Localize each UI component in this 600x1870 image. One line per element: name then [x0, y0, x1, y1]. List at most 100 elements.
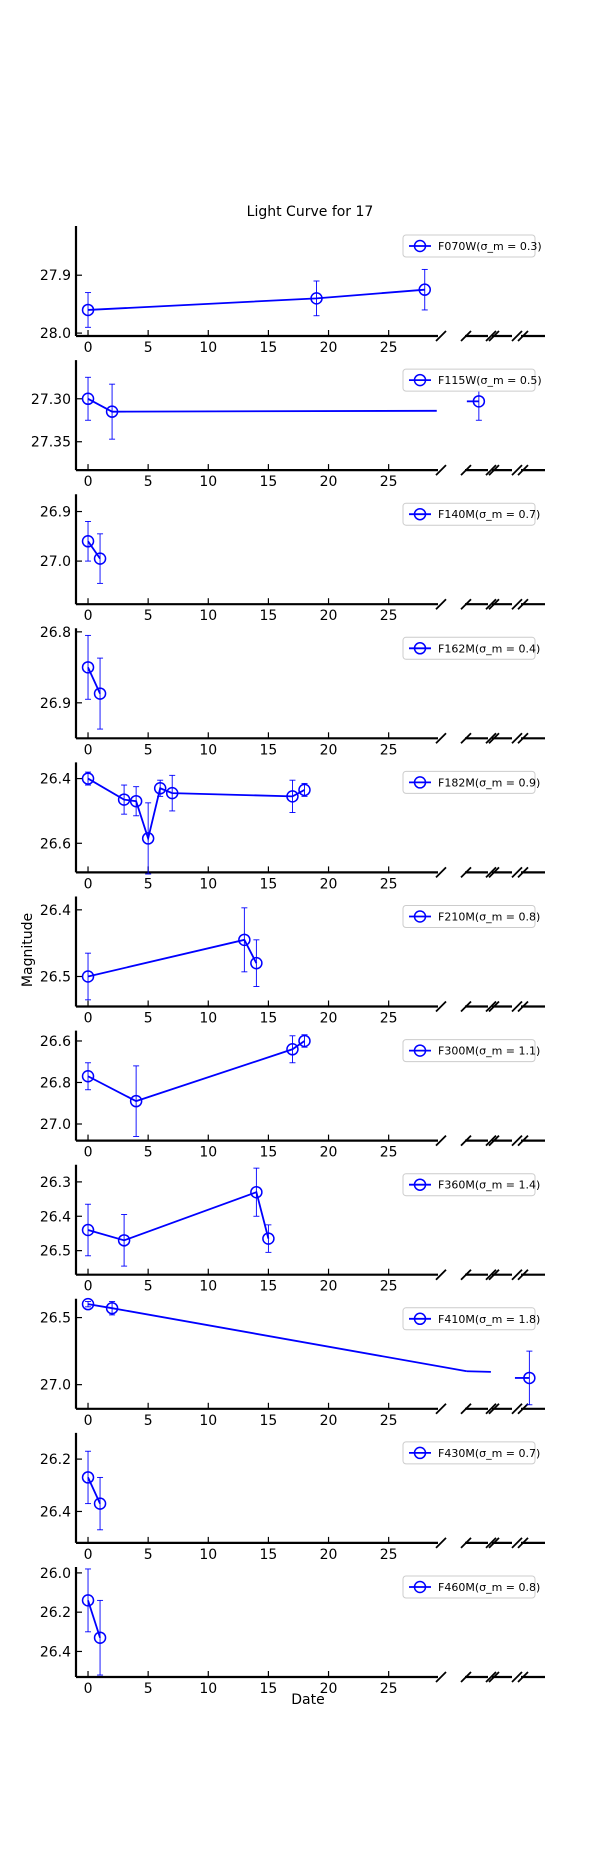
x-tick-label: 10 — [199, 608, 217, 624]
x-tick-label: 20 — [320, 1547, 338, 1563]
data-point — [310, 292, 323, 305]
x-tick-label: 20 — [320, 1279, 338, 1295]
x-tick-label: 15 — [259, 1279, 277, 1295]
x-tick-label: 10 — [199, 474, 217, 490]
axis-break-marker — [517, 1537, 529, 1549]
x-tick-label: 5 — [144, 1681, 153, 1697]
x-tick-label: 0 — [84, 742, 93, 758]
data-point — [418, 283, 431, 296]
data-point — [250, 1185, 263, 1199]
axis-break-marker — [517, 1000, 529, 1013]
panel-f300m: 0 5 10 15 20 25 26.6 26.8 27.0 F300M(σ_m = 1.1) — [40, 1030, 545, 1161]
data-point — [129, 1094, 143, 1108]
legend-label: F162M(σ_m = 0.4) — [438, 642, 540, 655]
y-axis-label: Magnitude — [20, 913, 36, 987]
x-tick-label: 25 — [380, 1145, 398, 1161]
y-tick-label: 26.0 — [40, 1566, 71, 1582]
y-tick-label: 26.4 — [40, 772, 71, 788]
axis-break-marker — [485, 598, 497, 610]
x-tick-label: 10 — [199, 1547, 217, 1563]
x-tick-label: 20 — [320, 340, 338, 356]
data-point — [117, 793, 131, 806]
x-tick-label: 25 — [380, 1547, 398, 1563]
data-point — [472, 395, 486, 408]
axis-break-marker — [435, 866, 447, 879]
axis-break-marker — [511, 598, 523, 610]
x-tick-label: 5 — [144, 1547, 153, 1563]
axis-break-marker — [435, 330, 447, 342]
data-point — [81, 1223, 95, 1237]
x-tick-label: 15 — [259, 474, 277, 490]
axis-break-marker — [460, 1671, 472, 1683]
x-tick-label: 10 — [199, 876, 217, 892]
y-tick-label: 26.6 — [40, 836, 71, 852]
axis-break-marker — [511, 1269, 523, 1281]
axis-break-marker — [435, 1537, 447, 1549]
legend-box — [402, 1575, 536, 1599]
x-tick-label: 25 — [380, 876, 398, 892]
axis-break-marker — [460, 1537, 472, 1549]
axis-break-marker — [517, 330, 529, 342]
figure-title: Light Curve for 17 — [247, 204, 374, 220]
x-tick-label: 5 — [144, 608, 153, 624]
legend-marker — [413, 776, 427, 789]
series-line — [87, 1477, 101, 1504]
x-tick-label: 20 — [320, 1011, 338, 1027]
axis-break-marker — [488, 598, 500, 610]
data-point — [117, 1234, 131, 1247]
x-tick-label: 0 — [84, 474, 93, 490]
axis-break-marker — [460, 1403, 472, 1415]
x-tick-label: 0 — [84, 1413, 93, 1429]
x-tick-label: 0 — [84, 1681, 93, 1697]
y-tick-label: 27.0 — [40, 1117, 71, 1133]
legend-box — [402, 1173, 536, 1197]
legend-marker — [413, 1044, 427, 1057]
data-point — [81, 970, 95, 983]
axis-break-marker — [488, 1671, 500, 1683]
data-point — [286, 790, 299, 803]
data-point — [81, 1297, 95, 1311]
x-tick-label: 20 — [320, 1413, 338, 1429]
y-tick-label: 26.4 — [40, 1209, 71, 1225]
axis-break-marker — [511, 330, 523, 342]
x-tick-label: 25 — [380, 1011, 398, 1027]
axis-break-marker — [485, 1134, 497, 1147]
data-point — [81, 1594, 95, 1607]
axis-break-marker — [488, 464, 500, 476]
x-tick-label: 0 — [84, 876, 93, 892]
data-point — [523, 1371, 536, 1385]
data-point — [93, 1631, 107, 1644]
x-tick-label: 0 — [84, 340, 93, 356]
axis-break-marker — [435, 1134, 447, 1147]
x-tick-label: 0 — [84, 1011, 93, 1027]
y-tick-label: 26.4 — [40, 1644, 71, 1660]
data-point — [81, 535, 95, 548]
x-tick-label: 10 — [199, 1011, 217, 1027]
axis-break-marker — [485, 732, 497, 744]
axis-break-marker — [488, 1269, 500, 1281]
axis-break-marker — [460, 1134, 472, 1147]
axis-break-marker — [511, 732, 523, 744]
y-tick-label: 28.0 — [40, 326, 71, 342]
x-tick-label: 5 — [144, 1145, 153, 1161]
series-line — [87, 288, 425, 311]
axis-break-marker — [485, 1537, 497, 1549]
x-tick-label: 5 — [144, 742, 153, 758]
x-tick-label: 25 — [380, 340, 398, 356]
data-point — [262, 1232, 275, 1245]
y-tick-label: 26.2 — [40, 1605, 71, 1621]
y-tick-label: 27.0 — [40, 554, 71, 570]
legend-box — [402, 905, 536, 928]
axis-break-marker — [485, 1269, 497, 1281]
legend-label: F460M(σ_m = 0.8) — [438, 1581, 540, 1594]
data-point — [81, 1471, 95, 1484]
axis-break-marker — [517, 866, 529, 879]
axis-break-marker — [485, 464, 497, 476]
y-tick-label: 27.30 — [31, 392, 71, 408]
axis-break-marker — [435, 1403, 447, 1415]
panel-f460m: 0 5 10 15 20 25 26.0 26.2 26.4 F460M(σ_m = 0.8) — [40, 1566, 545, 1697]
series-line — [87, 777, 305, 842]
x-tick-label: 15 — [259, 876, 277, 892]
legend-box — [402, 1441, 536, 1465]
axis-break-marker — [460, 1000, 472, 1013]
